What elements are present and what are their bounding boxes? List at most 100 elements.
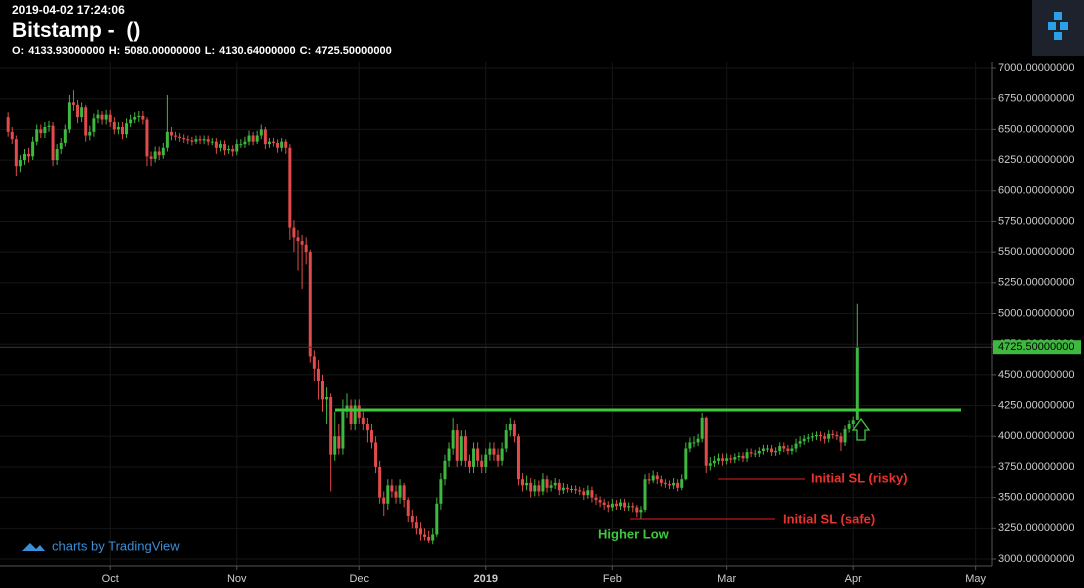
y-tick-label: 4000.00000000: [998, 430, 1074, 442]
candle-body: [439, 479, 443, 504]
candle-body: [137, 115, 141, 118]
candle-body: [500, 448, 504, 461]
candle-body: [96, 114, 100, 119]
candle-body: [251, 135, 255, 142]
y-tick-label: 5250.00000000: [998, 277, 1074, 289]
candle-body: [227, 149, 231, 151]
candle-body: [619, 502, 623, 507]
candle-body: [708, 463, 712, 466]
candle-body: [206, 139, 210, 142]
candle-body: [169, 131, 173, 136]
candle-body: [635, 507, 639, 513]
candle-body: [288, 147, 292, 228]
candle-body: [386, 485, 390, 504]
candle-body: [614, 503, 618, 507]
logo: [1032, 0, 1084, 56]
candle-body: [349, 405, 353, 424]
candle-body: [786, 448, 790, 451]
candle-body: [63, 129, 67, 143]
candle-body: [623, 502, 627, 508]
ohlc-label: L:: [204, 45, 216, 57]
candle-body: [492, 448, 496, 455]
candle-body: [39, 129, 43, 134]
candle-body: [394, 491, 398, 498]
candle-body: [504, 430, 508, 449]
candle-body: [104, 114, 108, 120]
candle-body: [431, 534, 435, 541]
x-tick-label: Nov: [227, 573, 247, 585]
candle-body: [239, 144, 243, 146]
candle-body: [353, 405, 357, 424]
candle-body: [14, 139, 18, 167]
candle-body: [561, 487, 565, 491]
x-tick-label: 2019: [474, 573, 498, 585]
candle-body: [488, 448, 492, 455]
candle-body: [100, 114, 104, 120]
candle-body: [145, 119, 149, 157]
candle-body: [655, 475, 659, 480]
candle-body: [810, 436, 814, 438]
candle-body: [553, 482, 557, 486]
annotation: Initial SL (risky): [811, 470, 908, 485]
candle-body: [174, 135, 178, 137]
candle-body: [223, 144, 227, 151]
candle-body: [231, 149, 235, 152]
candle-body: [108, 114, 112, 123]
candle-body: [51, 125, 55, 161]
candle-body: [67, 102, 71, 130]
candle-body: [676, 482, 680, 488]
candle-body: [312, 356, 316, 369]
candle-body: [414, 522, 418, 529]
candle-body: [598, 500, 602, 503]
candle-body: [276, 142, 280, 148]
y-tick-label: 6500.00000000: [998, 123, 1074, 135]
candle-body: [586, 490, 590, 496]
candle-body: [545, 479, 549, 488]
watermark: charts by TradingView: [22, 538, 180, 553]
candle-body: [398, 485, 402, 498]
header: 2019-04-02 17:24:06 Bitstamp - () O: 4133…: [12, 2, 396, 58]
candle-body: [447, 448, 451, 461]
candle-body: [802, 438, 806, 442]
candle-body: [672, 482, 676, 486]
candle-body: [688, 442, 692, 449]
candle-body: [304, 244, 308, 253]
candle-body: [525, 482, 529, 486]
candle-body: [451, 430, 455, 449]
candle-body: [749, 452, 753, 454]
candle-body: [651, 475, 655, 481]
candle-body: [549, 485, 553, 488]
candle-body: [80, 107, 84, 118]
candle-body: [333, 436, 337, 455]
candle-body: [512, 423, 516, 437]
candle-body: [423, 534, 427, 537]
candle-body: [427, 536, 431, 541]
ohlc-value: 5080.00000000: [124, 45, 201, 57]
candle-body: [243, 141, 247, 145]
candle-body: [161, 147, 165, 156]
candle-body: [361, 417, 365, 424]
candle-body: [737, 455, 741, 458]
candle-body: [770, 448, 774, 453]
candle-body: [71, 102, 75, 105]
candle-body: [418, 528, 422, 535]
candle-body: [835, 435, 839, 437]
candle-body: [292, 227, 296, 238]
candle-body: [153, 151, 157, 159]
candle-body: [716, 458, 720, 461]
logo-icon: [1048, 12, 1068, 40]
ohlc-label: O:: [12, 45, 25, 57]
candle-body: [578, 490, 582, 492]
candle-body: [476, 448, 480, 461]
candle-body: [484, 454, 488, 467]
candle-body: [88, 131, 92, 136]
candle-body: [765, 448, 769, 450]
x-tick-label: Mar: [717, 573, 736, 585]
candle-body: [18, 160, 22, 167]
candle-body: [157, 151, 161, 156]
candle-body: [325, 396, 329, 400]
candle-body: [402, 485, 406, 501]
candle-body: [59, 142, 63, 150]
candle-body: [178, 136, 182, 138]
